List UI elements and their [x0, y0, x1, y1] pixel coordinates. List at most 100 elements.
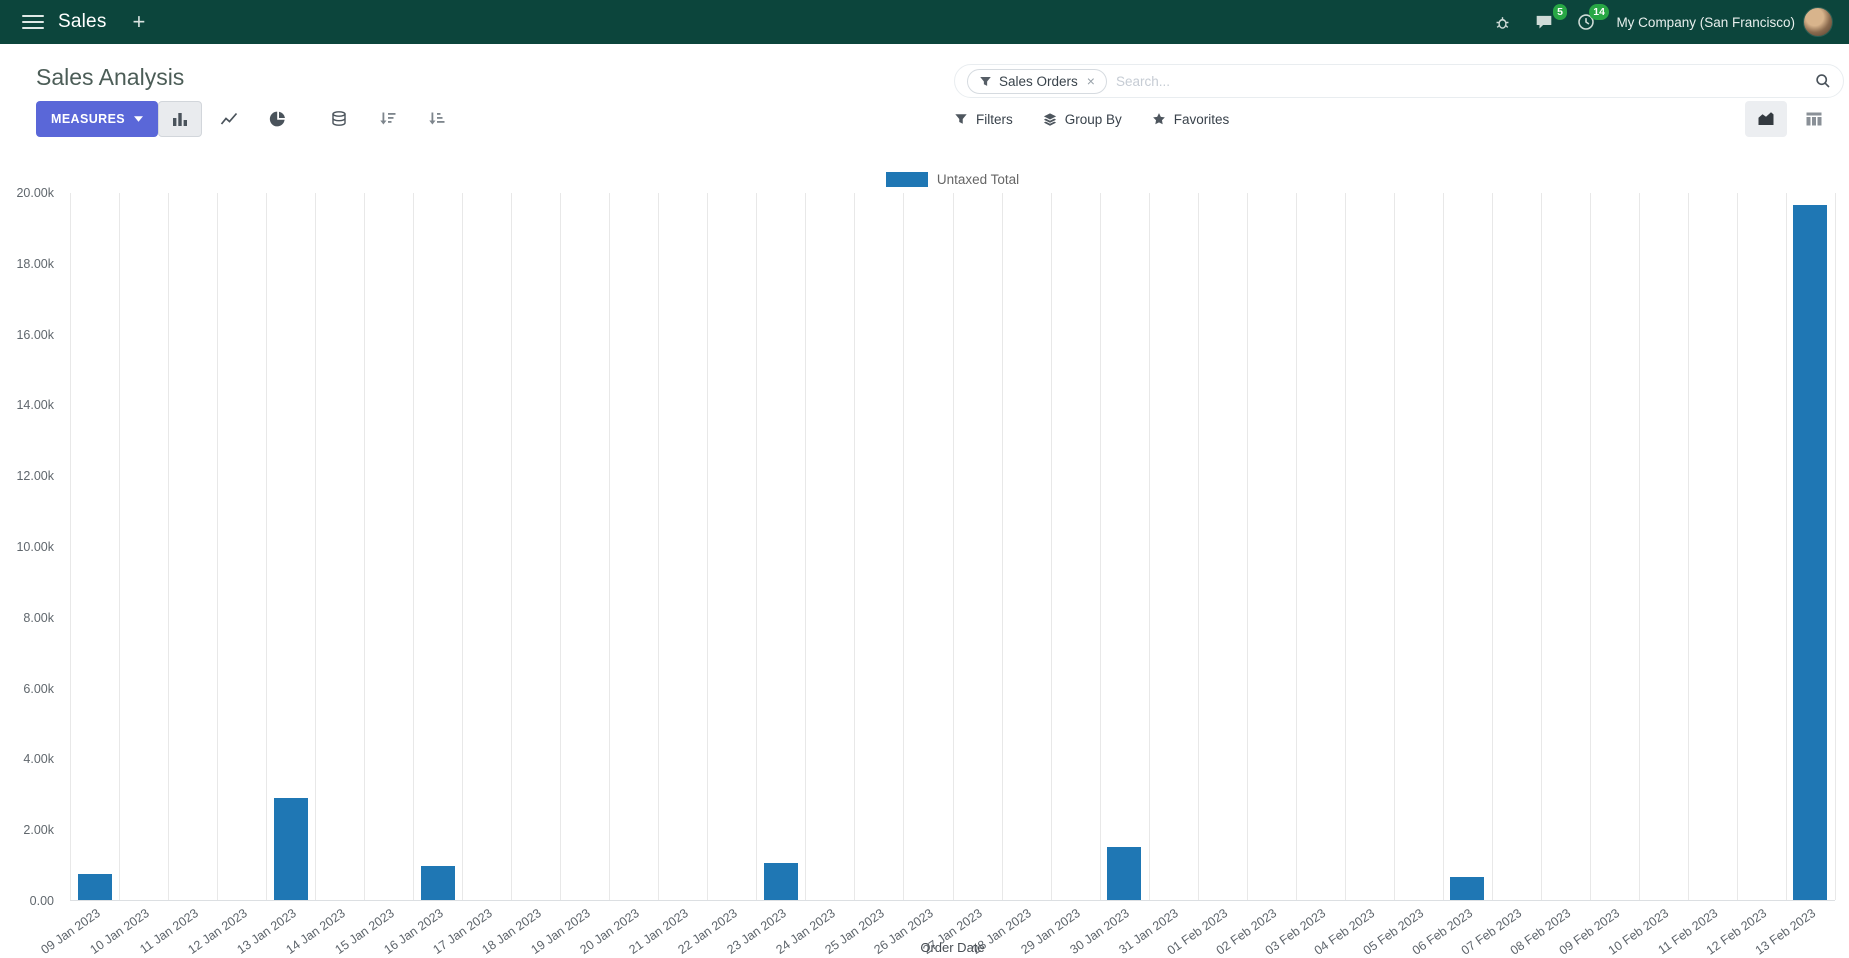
y-axis: 0.00 2.00k 4.00k 6.00k 8.00k 10.00k 12.00k 14.0…	[0, 186, 62, 908]
gridline	[1491, 193, 1493, 900]
chart-bar[interactable]	[273, 797, 308, 900]
search-input[interactable]	[1115, 73, 1806, 89]
filters-button[interactable]: Filters	[954, 112, 1013, 127]
x-axis-title: Order Date	[920, 940, 985, 955]
app-name[interactable]: Sales	[58, 11, 107, 32]
sort-descending-icon	[380, 112, 396, 125]
gridline	[462, 193, 464, 900]
gridline	[1246, 193, 1248, 900]
page-title: Sales Analysis	[36, 64, 185, 90]
group-by-label: Group By	[1064, 111, 1122, 127]
sort-descending-button[interactable]	[366, 101, 410, 137]
pie-chart-button[interactable]	[256, 101, 300, 137]
gridline	[756, 193, 758, 900]
gridline	[315, 193, 317, 900]
gridline	[854, 193, 856, 900]
star-icon	[1152, 113, 1165, 125]
gridline	[707, 193, 709, 900]
y-tick-label: 14.00k	[16, 398, 54, 413]
gridline	[1050, 193, 1052, 900]
y-tick-label: 20.00k	[16, 186, 54, 200]
gridline	[1001, 193, 1003, 900]
messages-icon[interactable]: 5	[1528, 4, 1568, 38]
top-navbar: Sales + 5 14 My Company (San Francisco)	[0, 0, 1849, 44]
activities-clock-icon[interactable]: 14	[1570, 4, 1610, 38]
search-icon[interactable]	[1815, 73, 1831, 89]
chart-bar[interactable]	[1107, 846, 1142, 900]
search-bar[interactable]: Sales Orders ×	[954, 64, 1844, 98]
filter-facet-icon	[980, 76, 991, 86]
sort-ascending-button[interactable]	[415, 101, 459, 137]
gridline	[609, 193, 611, 900]
measures-button[interactable]: MEASURES	[36, 101, 159, 137]
chart-bar[interactable]	[1450, 877, 1485, 900]
gridline	[560, 193, 562, 900]
gridline	[1638, 193, 1640, 900]
y-tick-label: 18.00k	[16, 256, 54, 271]
menu-icon[interactable]	[16, 5, 50, 39]
chart-bar[interactable]	[420, 866, 455, 900]
chart-bar[interactable]	[77, 873, 112, 900]
stacked-toggle-button[interactable]	[317, 101, 361, 137]
plus-icon[interactable]: +	[132, 9, 146, 34]
favorites-label: Favorites	[1173, 111, 1230, 127]
facet-label: Sales Orders	[999, 73, 1078, 89]
gridline	[1393, 193, 1395, 900]
bar-chart-button[interactable]	[158, 101, 202, 137]
y-tick-label: 16.00k	[16, 327, 54, 342]
gridline	[1589, 193, 1591, 900]
facet-remove-icon[interactable]: ×	[1086, 73, 1095, 89]
legend-item[interactable]: Untaxed Total	[70, 172, 1835, 187]
activities-badge: 14	[1588, 4, 1610, 20]
gridline	[1295, 193, 1297, 900]
stacked-icon	[332, 111, 346, 126]
gridline	[1148, 193, 1150, 900]
gridline	[217, 193, 219, 900]
chart-bar[interactable]	[763, 862, 798, 900]
y-tick-label: 4.00k	[23, 752, 54, 767]
group-by-button[interactable]: Group By	[1043, 112, 1122, 127]
user-avatar[interactable]	[1803, 7, 1833, 37]
gridline	[119, 193, 121, 900]
gridline	[1540, 193, 1542, 900]
legend-label: Untaxed Total	[936, 172, 1020, 187]
view-switcher	[1745, 101, 1835, 137]
bar-chart-icon	[173, 113, 187, 126]
gridline	[168, 193, 170, 900]
pivot-view-button[interactable]	[1793, 101, 1835, 137]
y-tick-label: 8.00k	[23, 610, 54, 625]
gridline	[1736, 193, 1738, 900]
pie-chart-icon	[269, 111, 285, 127]
control-panel-row: MEASURES	[0, 101, 1849, 137]
pivot-table-icon	[1806, 112, 1822, 126]
gridline	[413, 193, 415, 900]
filter-icon	[955, 114, 967, 124]
bug-icon[interactable]	[1486, 6, 1518, 38]
favorites-button[interactable]: Favorites	[1152, 111, 1230, 127]
sort-ascending-icon	[429, 112, 445, 125]
y-tick-label: 0.00	[29, 894, 54, 908]
chart-bar[interactable]	[1793, 205, 1828, 900]
measures-label: MEASURES	[51, 112, 126, 126]
search-facet[interactable]: Sales Orders ×	[967, 68, 1107, 94]
y-tick-label: 2.00k	[23, 823, 54, 838]
bar-chart: Untaxed Total 0.00 2.00k 4.00k 6.00k 8.00k 10…	[0, 166, 1849, 958]
legend-swatch	[885, 172, 928, 187]
gridline	[952, 193, 954, 900]
company-switcher[interactable]: My Company (San Francisco)	[1616, 14, 1795, 30]
graph-view-button[interactable]	[1745, 101, 1787, 137]
gridline	[70, 193, 71, 900]
y-tick-label: 10.00k	[16, 540, 54, 554]
line-chart-button[interactable]	[207, 101, 251, 137]
gridline	[1785, 193, 1787, 900]
line-chart-icon	[220, 112, 238, 125]
y-tick-label: 6.00k	[23, 681, 54, 696]
messages-badge: 5	[1552, 4, 1568, 20]
gridline	[266, 193, 268, 900]
plot-area	[70, 193, 1836, 901]
chart-controls	[158, 101, 464, 137]
gridline	[1835, 193, 1836, 900]
gridline	[1197, 193, 1199, 900]
filters-label: Filters	[976, 111, 1013, 127]
gridline	[903, 193, 905, 900]
